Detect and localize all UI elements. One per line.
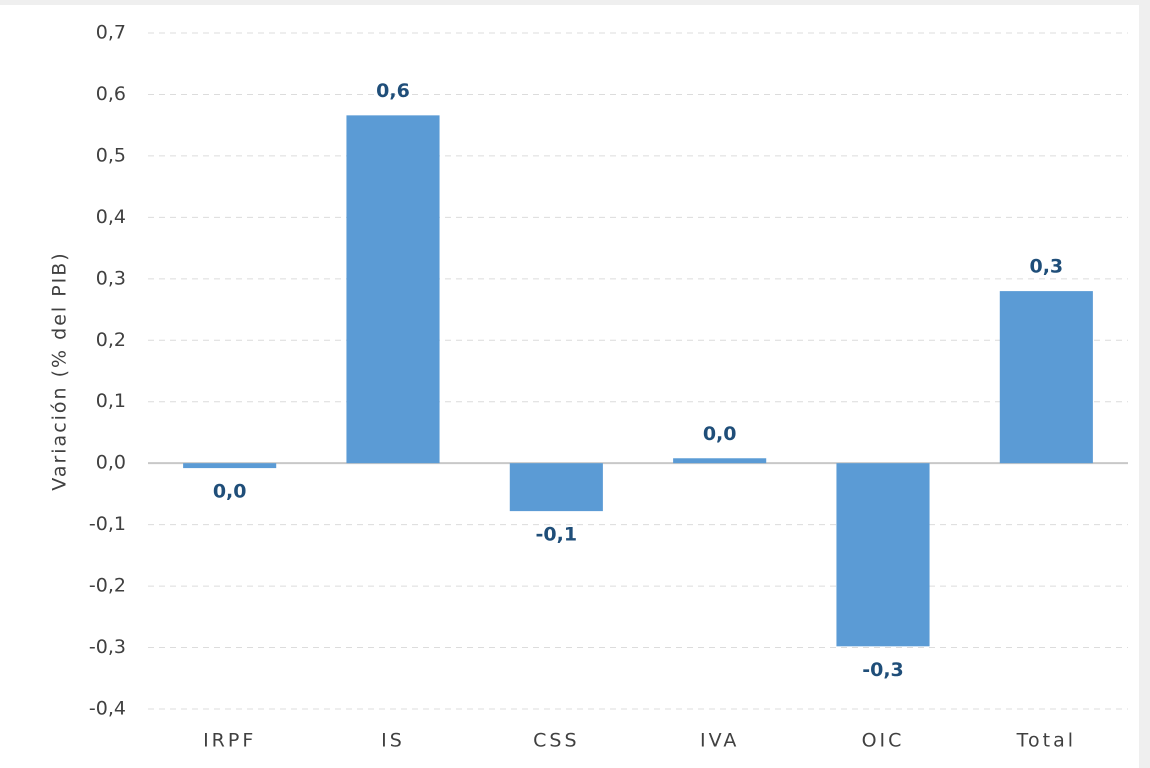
y-tick-label: 0,5 <box>96 144 126 166</box>
y-tick-label: 0,4 <box>96 206 126 228</box>
chart-background <box>0 5 1139 768</box>
value-label: 0,0 <box>213 481 247 503</box>
bar <box>673 458 767 464</box>
y-tick-label: 0,2 <box>96 329 126 351</box>
bar <box>183 463 277 469</box>
value-label: -0,1 <box>536 524 578 546</box>
y-tick-label: -0,1 <box>89 513 126 535</box>
value-label: 0,6 <box>376 80 410 102</box>
x-tick-label: CSS <box>533 730 579 752</box>
y-axis-label: Variación (% del PIB) <box>49 251 71 490</box>
x-tick-label: OIC <box>862 730 905 752</box>
y-tick-label: -0,3 <box>89 636 126 658</box>
y-tick-label: 0,3 <box>96 267 126 289</box>
bar <box>346 115 440 464</box>
x-tick-label: IRPF <box>203 730 256 752</box>
bar <box>509 463 603 512</box>
y-tick-label: 0,7 <box>96 22 126 44</box>
value-label: 0,0 <box>703 423 737 445</box>
x-tick-label: IS <box>381 730 405 752</box>
y-tick-label: -0,4 <box>89 698 126 720</box>
y-tick-label: 0,1 <box>96 390 126 412</box>
x-tick-label: IVA <box>700 730 739 752</box>
y-tick-label: -0,2 <box>89 575 126 597</box>
bar <box>836 463 930 647</box>
value-label: 0,3 <box>1029 256 1063 278</box>
y-tick-label: 0,0 <box>96 452 126 474</box>
bar <box>999 291 1093 464</box>
y-tick-label: 0,6 <box>96 83 126 105</box>
value-label: -0,3 <box>862 659 904 681</box>
x-tick-label: Total <box>1016 730 1076 752</box>
